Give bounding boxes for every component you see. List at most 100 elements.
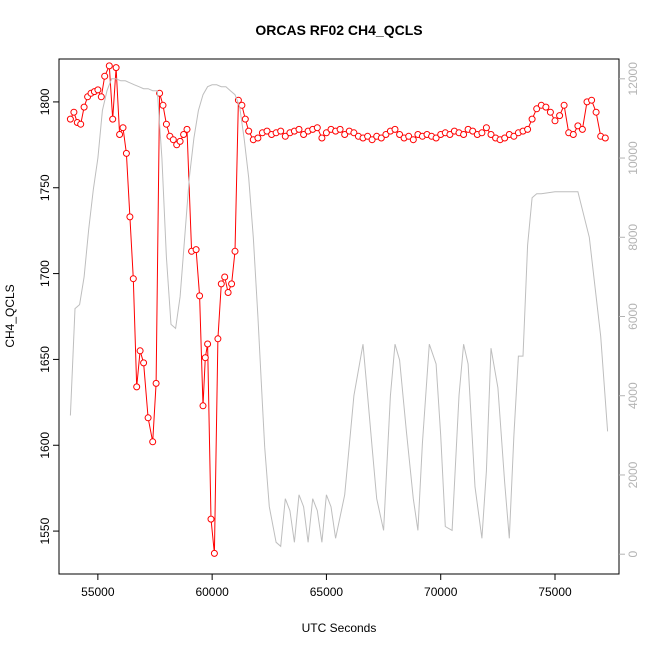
y2-tick-label: 2000 [626,461,640,488]
data-point [551,117,559,125]
data-point [524,125,532,133]
data-point [116,131,124,138]
data-point [382,131,390,138]
y-tick-label: 1650 [38,346,52,373]
data-point [241,115,249,123]
data-point [588,96,596,104]
data-point [409,136,417,144]
y-tick-label: 1550 [38,517,52,544]
data-point [546,108,554,116]
data-point [560,101,568,109]
y2-tick-label: 8000 [626,224,640,251]
y2-tick-label: 4000 [626,382,640,409]
x-tick-label: 55000 [81,585,115,599]
y2-tick-label: 0 [626,551,640,558]
x-tick-label: 60000 [195,585,229,599]
data-point [254,134,262,142]
data-point [101,72,109,80]
data-point [300,131,308,138]
x-tick-label: 75000 [538,585,572,599]
data-point [66,115,74,123]
data-point [313,124,321,132]
x-axis-label: UTC Seconds [302,621,377,635]
data-point [159,101,167,109]
data-point [228,280,236,288]
data-point [231,247,239,255]
data-point [201,354,209,362]
plot-frame [58,58,620,575]
data-point [152,379,160,387]
data-point [510,132,518,140]
data-point [129,275,137,283]
data-point [556,112,564,120]
data-point [368,136,376,144]
data-point [149,438,157,446]
data-point [217,280,225,288]
data-point [122,149,130,157]
data-point [377,134,385,142]
data-point [221,273,229,281]
data-point [97,93,105,101]
data-point [501,134,509,142]
data-point [341,131,349,138]
y-tick-label: 1600 [38,432,52,459]
data-point [109,115,117,123]
data-point [224,289,232,296]
data-point [446,131,454,138]
data-point [469,127,477,135]
data-point [207,515,215,523]
data-point [542,103,550,111]
series-layer [66,62,609,557]
data-point [119,124,127,132]
data-point [80,103,88,111]
data-point [295,125,303,133]
data-point [112,64,120,72]
data-point [336,125,344,133]
data-point [94,86,102,94]
y-tick-label: 1800 [38,88,52,115]
data-point [592,108,600,116]
data-point [140,359,148,367]
data-point [176,137,184,145]
data-point [105,62,113,70]
data-point [126,213,134,221]
data-point [162,120,170,128]
data-point [574,122,582,130]
x-tick-label: 70000 [424,585,458,599]
data-point [533,105,541,113]
data-point [210,549,218,557]
data-point [263,127,271,135]
data-point [405,132,413,140]
data-point [169,136,177,144]
data-point [391,125,399,133]
data-point [432,134,440,142]
data-point [364,132,372,140]
data-point [528,115,536,123]
data-point [70,108,78,116]
x-tick-label: 65000 [310,585,344,599]
data-point [77,120,85,128]
y-tick-label: 1750 [38,174,52,201]
y2-tick-label: 6000 [626,303,640,330]
data-point [460,131,468,138]
data-point [578,125,586,133]
data-point [144,414,152,422]
data-point [396,131,404,138]
data-point [133,383,141,391]
data-point [192,246,200,254]
data-point [245,127,253,135]
data-point [601,134,609,142]
data-point [478,129,486,137]
y2-tick-label: 12000 [626,62,640,96]
chart-title: ORCAS RF02 CH4_QCLS [255,22,422,38]
data-point [322,129,330,137]
data-point [196,292,204,300]
data-point [214,335,222,343]
data-point [277,127,285,135]
data-point [318,134,326,142]
y-axis-label: CH4_QCLS [3,284,17,347]
data-point [569,131,577,138]
data-point [487,131,495,138]
axes-layer: 55000 60000 65000 70000 75000155016001650170… [38,58,640,599]
